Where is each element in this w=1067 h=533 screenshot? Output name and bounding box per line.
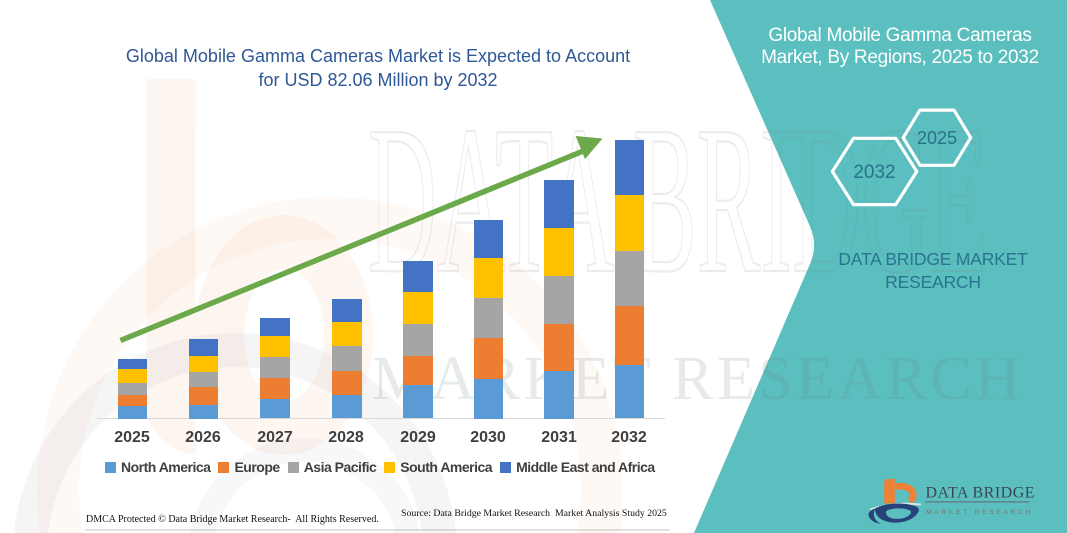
svg-text:2025: 2025 (917, 128, 957, 148)
svg-text:MARKET RESEARCH: MARKET RESEARCH (926, 509, 1033, 516)
svg-text:2032: 2032 (853, 162, 895, 183)
svg-text:DATA BRIDGE: DATA BRIDGE (926, 485, 1036, 502)
